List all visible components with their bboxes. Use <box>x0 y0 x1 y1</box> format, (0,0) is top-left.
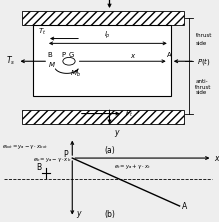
Text: thrust: thrust <box>196 33 212 38</box>
Text: anti-: anti- <box>196 79 208 84</box>
Text: P: P <box>63 150 68 159</box>
Text: P: P <box>61 52 65 59</box>
Circle shape <box>63 57 75 65</box>
Text: side: side <box>196 41 207 46</box>
Text: $l_p$: $l_p$ <box>104 30 111 41</box>
Text: $T_t$: $T_t$ <box>38 27 46 37</box>
Bar <box>22 110 184 124</box>
Text: $T_s$: $T_s$ <box>6 55 15 67</box>
Text: $x$: $x$ <box>130 52 137 60</box>
Text: $P(t)$: $P(t)$ <box>197 56 211 67</box>
Text: y: y <box>77 208 81 218</box>
Text: thrust: thrust <box>194 85 211 90</box>
Text: B: B <box>48 52 52 59</box>
Text: $e_b = y_a - \gamma \cdot x_b$: $e_b = y_a - \gamma \cdot x_b$ <box>33 156 71 164</box>
Text: $e_{bot} = y_a - \gamma \cdot x_{bot}$: $e_{bot} = y_a - \gamma \cdot x_{bot}$ <box>2 143 48 151</box>
Bar <box>22 11 184 25</box>
Bar <box>33 25 171 96</box>
Text: A: A <box>167 52 172 59</box>
Text: $e_t = y_a + \gamma \cdot x_t$: $e_t = y_a + \gamma \cdot x_t$ <box>114 163 151 171</box>
Text: y: y <box>114 128 118 137</box>
Text: x: x <box>215 154 219 163</box>
Text: $F_t$: $F_t$ <box>125 109 133 119</box>
Text: (a): (a) <box>104 146 115 155</box>
Text: $M_b$: $M_b$ <box>70 69 81 79</box>
Text: G: G <box>69 52 74 59</box>
Text: A: A <box>182 202 187 210</box>
Text: side: side <box>196 90 207 95</box>
Text: $M$: $M$ <box>48 60 55 69</box>
Text: (b): (b) <box>104 210 115 219</box>
Text: B: B <box>37 163 42 172</box>
